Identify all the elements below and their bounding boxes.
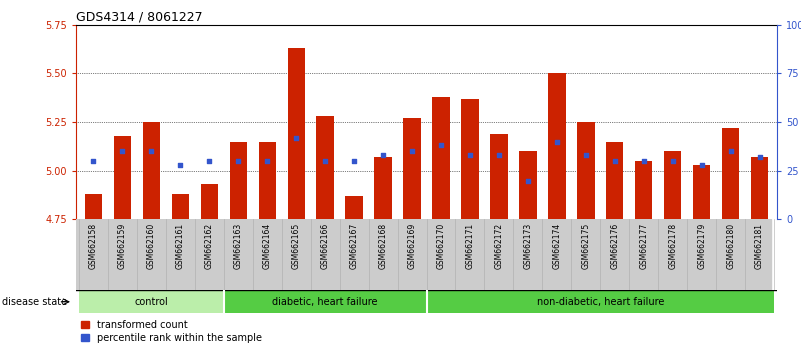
Text: GSM662169: GSM662169 [408,223,417,269]
Text: GSM662162: GSM662162 [205,223,214,269]
Bar [374,157,392,219]
Bar [404,118,421,219]
Text: GSM662171: GSM662171 [465,223,474,269]
Point [145,149,158,154]
Point [203,158,215,164]
Bar [490,134,508,219]
Point [174,162,187,168]
Point [290,135,303,141]
Text: GSM662166: GSM662166 [320,223,330,269]
Point [464,152,477,158]
Text: GSM662158: GSM662158 [89,223,98,269]
Point [261,158,274,164]
Point [609,158,622,164]
Point [319,158,332,164]
Bar [85,194,103,219]
Bar [461,99,479,219]
Text: GSM662174: GSM662174 [553,223,562,269]
Text: GSM662159: GSM662159 [118,223,127,269]
Text: GSM662170: GSM662170 [437,223,445,269]
Text: GSM662167: GSM662167 [349,223,359,269]
Bar [751,157,768,219]
Text: non-diabetic, heart failure: non-diabetic, heart failure [537,297,664,307]
Bar [200,184,218,219]
Point [405,149,418,154]
Text: GSM662181: GSM662181 [755,223,764,269]
Bar [259,142,276,219]
Text: GSM662180: GSM662180 [727,223,735,269]
Bar [693,165,710,219]
Bar [114,136,131,219]
Point [753,154,766,160]
Text: GSM662179: GSM662179 [697,223,706,269]
Text: GSM662172: GSM662172 [494,223,504,269]
Point [376,152,389,158]
Bar [519,152,537,219]
Point [666,158,679,164]
Point [550,139,563,144]
Text: GSM662163: GSM662163 [234,223,243,269]
Point [724,149,737,154]
Bar [230,142,247,219]
Text: GSM662176: GSM662176 [610,223,619,269]
Text: GSM662168: GSM662168 [379,223,388,269]
Legend: transformed count, percentile rank within the sample: transformed count, percentile rank withi… [81,320,261,343]
Bar [664,152,682,219]
Bar [143,122,160,219]
Text: control: control [135,297,168,307]
Bar [606,142,623,219]
Bar [223,290,426,313]
Bar [345,196,363,219]
Point [348,158,360,164]
Bar [316,116,334,219]
Text: disease state: disease state [2,297,67,307]
Bar [426,290,774,313]
Bar [171,194,189,219]
Text: GSM662178: GSM662178 [668,223,677,269]
Point [521,178,534,183]
Bar [722,128,739,219]
Point [638,158,650,164]
Text: GSM662165: GSM662165 [292,223,300,269]
Point [116,149,129,154]
Point [695,162,708,168]
Bar [578,122,594,219]
Bar [433,97,449,219]
Text: GSM662161: GSM662161 [176,223,185,269]
Text: GDS4314 / 8061227: GDS4314 / 8061227 [76,11,203,24]
Bar [288,48,305,219]
Text: GSM662175: GSM662175 [582,223,590,269]
Point [579,152,592,158]
Bar [548,74,566,219]
Text: GSM662160: GSM662160 [147,223,156,269]
Point [87,158,100,164]
Bar [79,290,223,313]
Point [435,143,448,148]
Text: GSM662173: GSM662173 [523,223,533,269]
Text: GSM662164: GSM662164 [263,223,272,269]
Text: diabetic, heart failure: diabetic, heart failure [272,297,378,307]
Bar [635,161,653,219]
Text: GSM662177: GSM662177 [639,223,648,269]
Point [231,158,244,164]
Point [493,152,505,158]
